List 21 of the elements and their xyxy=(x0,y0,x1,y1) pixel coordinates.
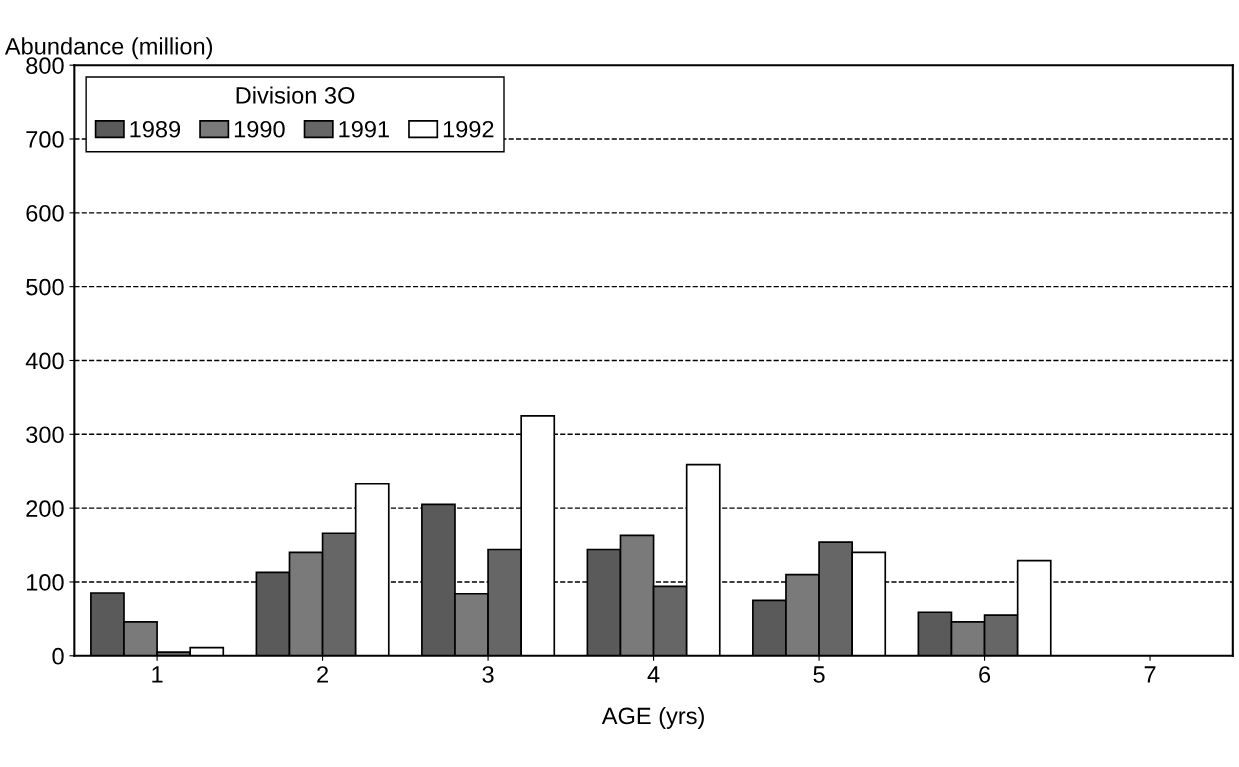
y-tick-label: 500 xyxy=(26,278,64,296)
x-tick-label: 6 xyxy=(979,666,991,683)
legend-title: Division 3O xyxy=(236,86,355,104)
x-tick-label: 2 xyxy=(317,666,328,683)
x-axis-title: AGE (yrs) xyxy=(601,706,704,729)
y-tick-label: 600 xyxy=(26,204,64,222)
x-tick-label: 4 xyxy=(647,666,660,683)
legend-label: 1989 xyxy=(130,120,181,138)
y-tick-label: 400 xyxy=(25,352,64,370)
y-tick-label: 100 xyxy=(27,574,64,591)
x-tick-label: 3 xyxy=(482,666,494,683)
x-tick-label: 1 xyxy=(152,666,163,683)
y-tick-label: 0 xyxy=(52,647,64,665)
x-tick-label: 7 xyxy=(1144,666,1156,683)
legend-label: 1992 xyxy=(443,120,494,138)
y-tick-label: 700 xyxy=(26,131,64,148)
legend-label: 1991 xyxy=(339,120,389,138)
y-tick-label: 300 xyxy=(26,426,64,444)
x-tick-label: 5 xyxy=(813,666,825,683)
legend-label: 1990 xyxy=(234,120,285,138)
y-tick-label: 200 xyxy=(26,500,64,517)
